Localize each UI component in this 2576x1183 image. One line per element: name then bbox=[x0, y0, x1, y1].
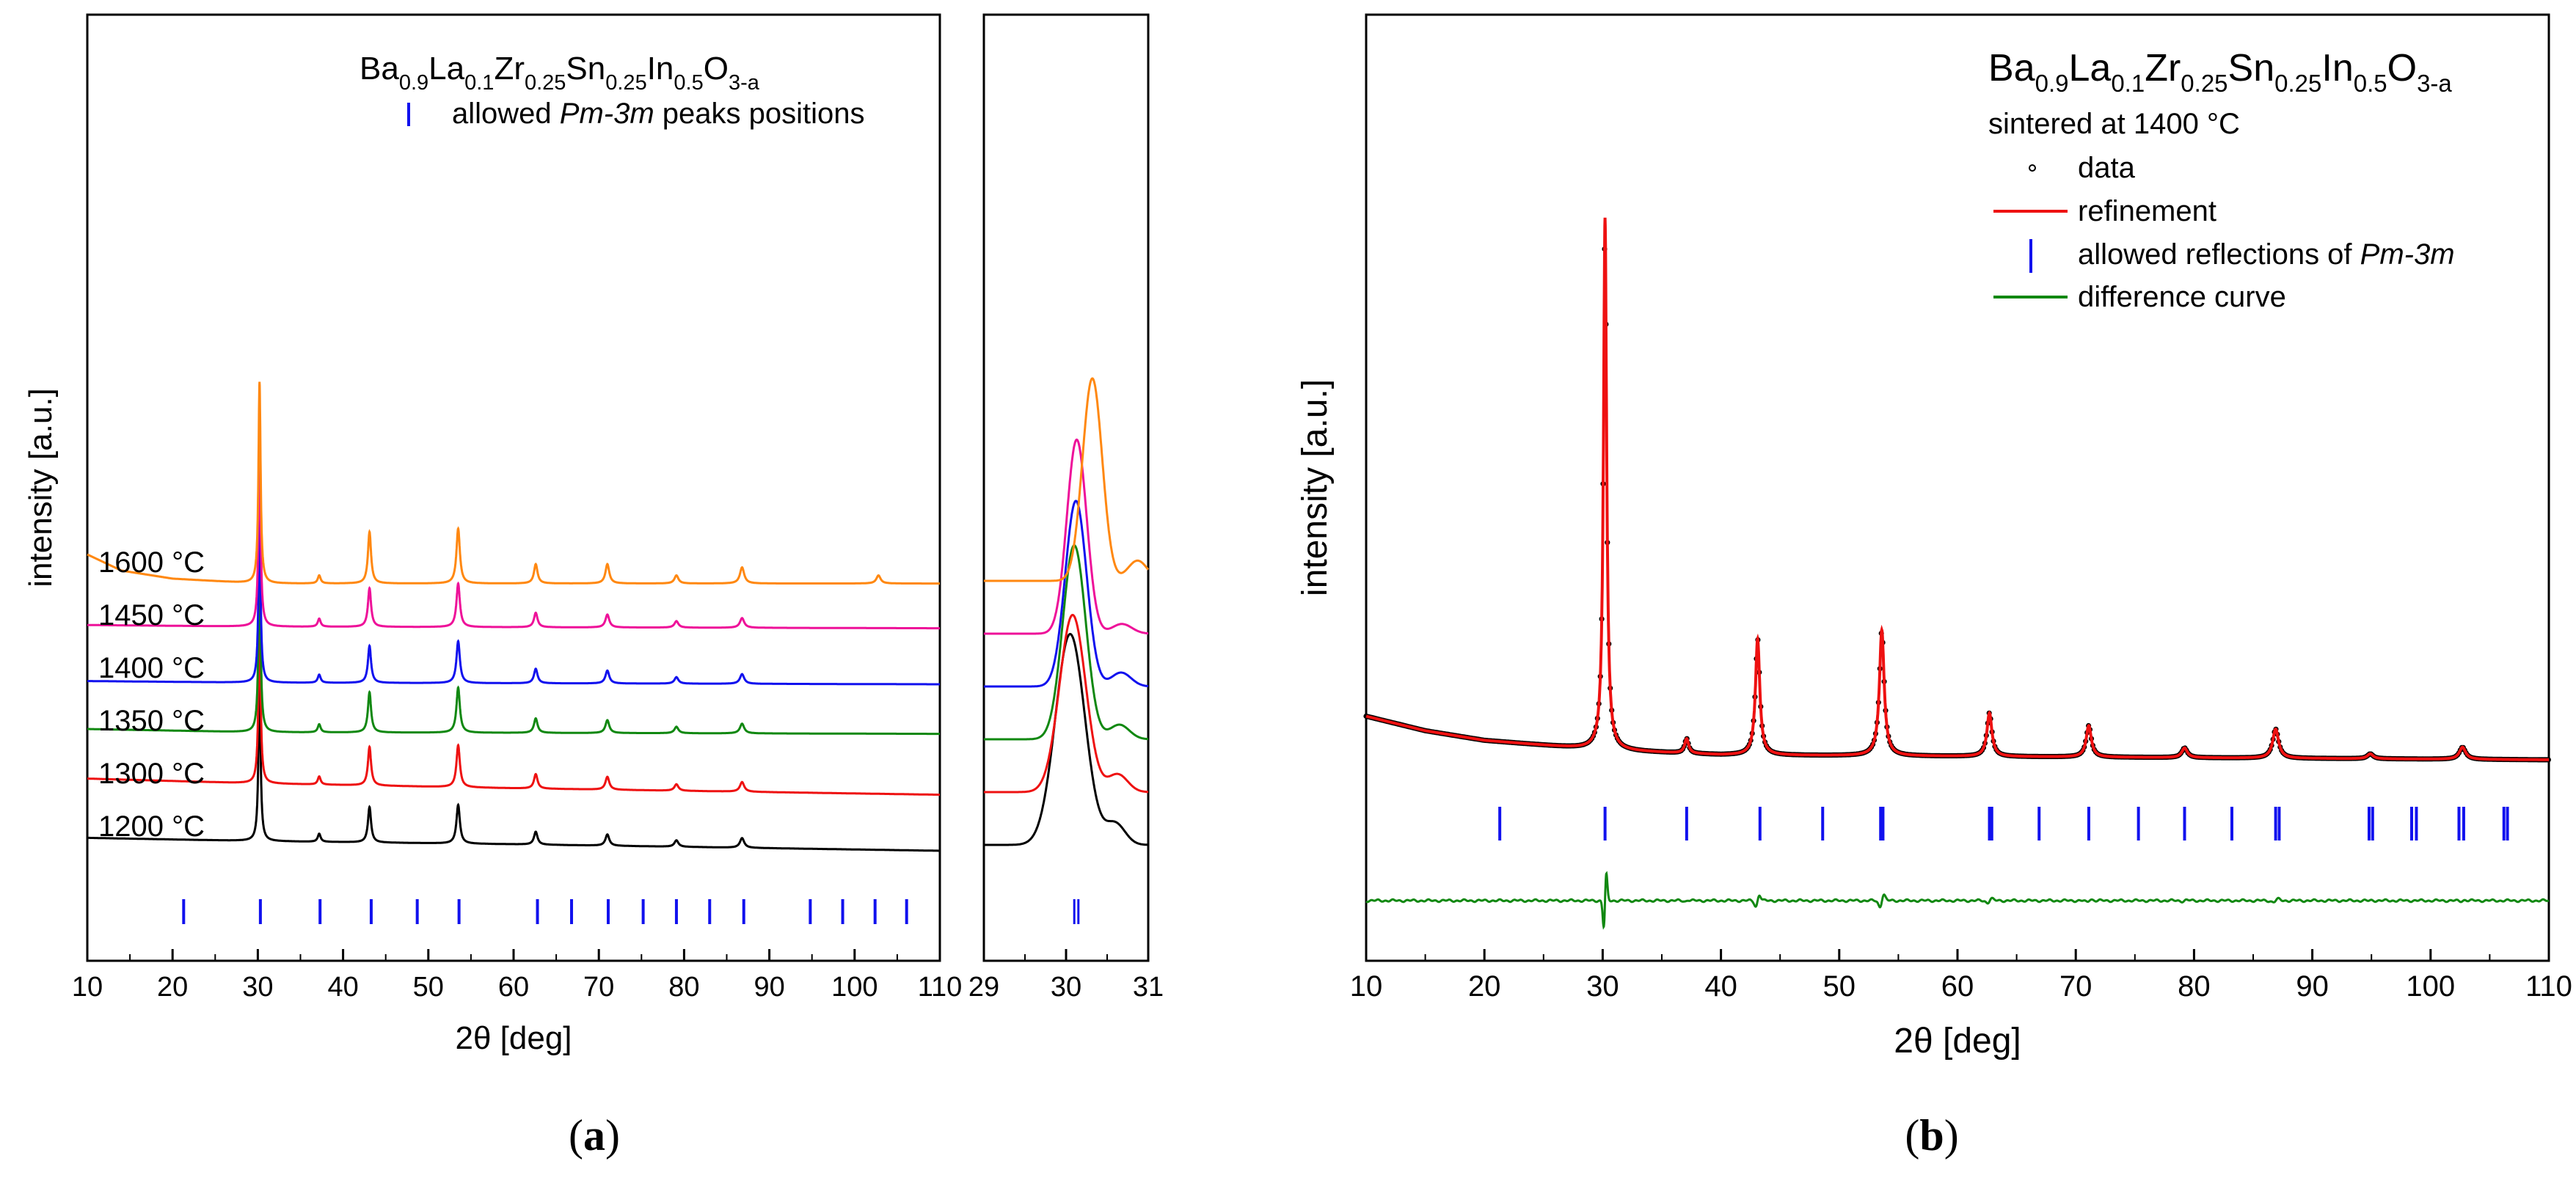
inset-curve-1300 bbox=[984, 613, 1148, 794]
panel-b-subtitle: sintered at 1400 °C bbox=[1988, 108, 2240, 140]
panel-b-curves bbox=[1363, 217, 2551, 930]
xrd-curve-1350 bbox=[87, 554, 940, 736]
legend-data-label: data bbox=[2078, 152, 2136, 184]
panel-a-inset-peak-positions bbox=[1073, 899, 1080, 924]
x-tick-label: 100 bbox=[831, 972, 877, 1003]
x-tick-label: 20 bbox=[157, 972, 188, 1003]
panel-a-x-ticks: 10 20 30 40 50 60 70 80 90 100 110 bbox=[72, 949, 962, 1003]
panel-b-plot: 10 20 30 40 50 60 70 80 90 100 110 Ba0.9La0.1Zr0.2… bbox=[1296, 13, 2572, 1061]
series-label-1400: 1400 °C bbox=[98, 652, 205, 684]
x-tick-label: 50 bbox=[1823, 970, 1856, 1003]
series-label-1600: 1600 °C bbox=[98, 546, 205, 579]
x-tick-label: 29 bbox=[968, 972, 999, 1003]
inset-curve-1400 bbox=[984, 499, 1149, 688]
x-tick-label: 40 bbox=[327, 972, 358, 1003]
xrd-curve-1600 bbox=[87, 381, 940, 585]
refinement-curve bbox=[1365, 217, 2549, 761]
panel-a-inset-curves bbox=[984, 377, 1150, 846]
panel-b-y-axis-label: intensity [a.u.] bbox=[1296, 379, 1335, 596]
difference-curve bbox=[1365, 871, 2550, 930]
x-tick-label: 90 bbox=[2296, 970, 2329, 1003]
panel-a-formula: Ba0.9La0.1Zr0.25Sn0.25In0.5O3-a bbox=[360, 51, 760, 95]
x-tick-label: 30 bbox=[1051, 972, 1081, 1003]
panel-a-legend-text: allowed Pm-3m peaks positions bbox=[452, 98, 865, 130]
x-tick-label: 110 bbox=[918, 972, 963, 1003]
x-tick-label: 60 bbox=[498, 972, 529, 1003]
series-label-1300: 1300 °C bbox=[98, 758, 205, 790]
legend-ticks-label: allowed reflections of Pm-3m bbox=[2078, 238, 2455, 271]
xrd-curve-1400 bbox=[87, 518, 940, 686]
x-tick-label: 80 bbox=[668, 972, 699, 1003]
panel-a-inset-frame bbox=[982, 13, 1150, 962]
legend-data-marker bbox=[2029, 164, 2036, 172]
x-tick-label: 10 bbox=[72, 972, 103, 1003]
x-tick-label: 30 bbox=[1586, 970, 1619, 1003]
legend-refinement-label: refinement bbox=[2078, 195, 2216, 227]
x-tick-label: 40 bbox=[1704, 970, 1737, 1003]
x-tick-label: 70 bbox=[583, 972, 614, 1003]
x-tick-label: 110 bbox=[2525, 970, 2572, 1003]
panel-b-label: (b) bbox=[1905, 1111, 1958, 1160]
panel-a-inset-x-ticks: 29 30 31 bbox=[968, 949, 1164, 1003]
x-tick-label: 100 bbox=[2406, 970, 2455, 1003]
xrd-curve-1200 bbox=[87, 679, 940, 852]
inset-curve-1600 bbox=[984, 377, 1150, 582]
panel-a-series-labels: 1200 °C 1300 °C 1350 °C 1400 °C 1450 °C 1600 … bbox=[98, 546, 205, 843]
panel-b-x-axis-label: 2θ [deg] bbox=[1894, 1022, 2021, 1061]
panel-a-y-axis-label: intensity [a.u.] bbox=[23, 388, 59, 587]
x-tick-label: 20 bbox=[1468, 970, 1501, 1003]
xrd-curve-1300 bbox=[87, 614, 940, 796]
panel-b-legend: data refinement allowed reflections of P… bbox=[1993, 152, 2455, 313]
x-tick-label: 10 bbox=[1350, 970, 1383, 1003]
series-label-1450: 1450 °C bbox=[98, 599, 205, 631]
panel-a-x-axis-label: 2θ [deg] bbox=[455, 1020, 572, 1056]
xrd-curve-1450 bbox=[87, 441, 940, 630]
panel-b-x-ticks: 10 20 30 40 50 60 70 80 90 100 110 bbox=[1350, 949, 2572, 1003]
legend-difference-label: difference curve bbox=[2078, 281, 2286, 313]
panel-a-label: (a) bbox=[569, 1111, 620, 1160]
x-tick-label: 80 bbox=[2178, 970, 2211, 1003]
inset-curve-1450 bbox=[984, 438, 1148, 635]
series-label-1200: 1200 °C bbox=[98, 810, 205, 843]
inset-curve-1350 bbox=[984, 543, 1148, 741]
panel-b-formula: Ba0.9La0.1Zr0.25Sn0.25In0.5O3-a bbox=[1988, 47, 2452, 97]
series-label-1350: 1350 °C bbox=[98, 705, 205, 737]
panel-b-reflection-ticks bbox=[1498, 807, 2509, 840]
x-tick-label: 50 bbox=[413, 972, 444, 1003]
panel-a-peak-positions bbox=[182, 899, 908, 924]
x-tick-label: 31 bbox=[1133, 972, 1164, 1003]
x-tick-label: 30 bbox=[242, 972, 273, 1003]
x-tick-label: 90 bbox=[754, 972, 784, 1003]
panel-a-inset-plot: 29 30 31 bbox=[968, 13, 1164, 1003]
x-tick-label: 60 bbox=[1941, 970, 1974, 1003]
panel-a-curves bbox=[87, 381, 940, 852]
x-tick-label: 70 bbox=[2059, 970, 2092, 1003]
panel-a-frame bbox=[86, 13, 941, 962]
